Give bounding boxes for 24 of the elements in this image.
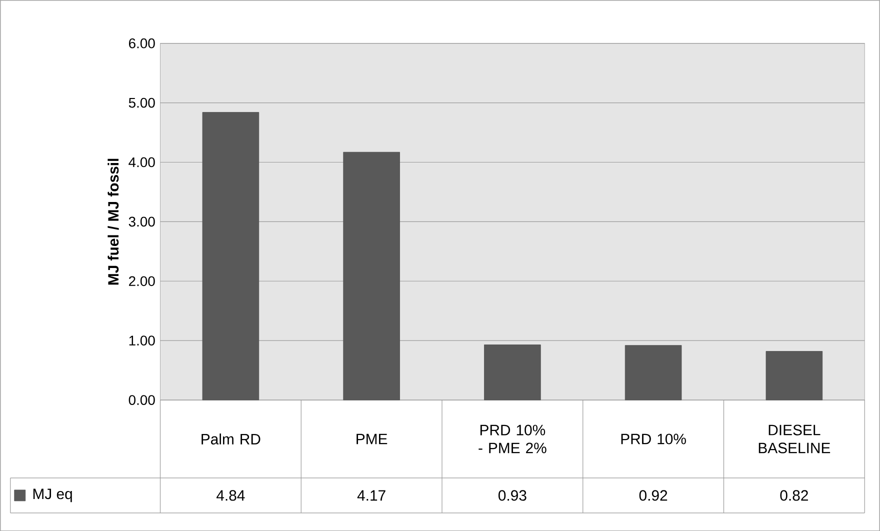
y-axis-title: MJ fuel / MJ fossil [108,158,119,284]
x-tick-label: PRD 10% [621,434,686,444]
y-tick-label: 5.00 [128,98,155,108]
bar [484,344,541,400]
data-label: 4.84 [216,490,245,501]
data-label: 0.93 [498,490,526,501]
x-tick-label: DIESEL BASELINE [758,424,830,454]
y-tick-label: 4.00 [128,157,155,168]
data-label: 0.92 [639,490,668,501]
bar [624,344,682,400]
y-tick-label: 2.00 [128,276,155,286]
x-tick-label: Palm RD [202,433,260,444]
y-tick-label: 6.00 [128,38,155,48]
x-tick-label: PME [356,434,388,444]
y-tick-label: 0.00 [128,394,155,405]
bar [343,152,400,400]
bar [766,350,823,400]
y-tick-label: 3.00 [128,216,155,226]
y-tick-label: 1.00 [129,335,155,346]
x-tick-label: PRD 10% - PME 2% [478,424,546,454]
data-label: 0.82 [780,490,808,501]
legend-label: MJ eq [33,488,72,502]
data-label: 4.17 [357,490,386,500]
bar [202,112,260,400]
